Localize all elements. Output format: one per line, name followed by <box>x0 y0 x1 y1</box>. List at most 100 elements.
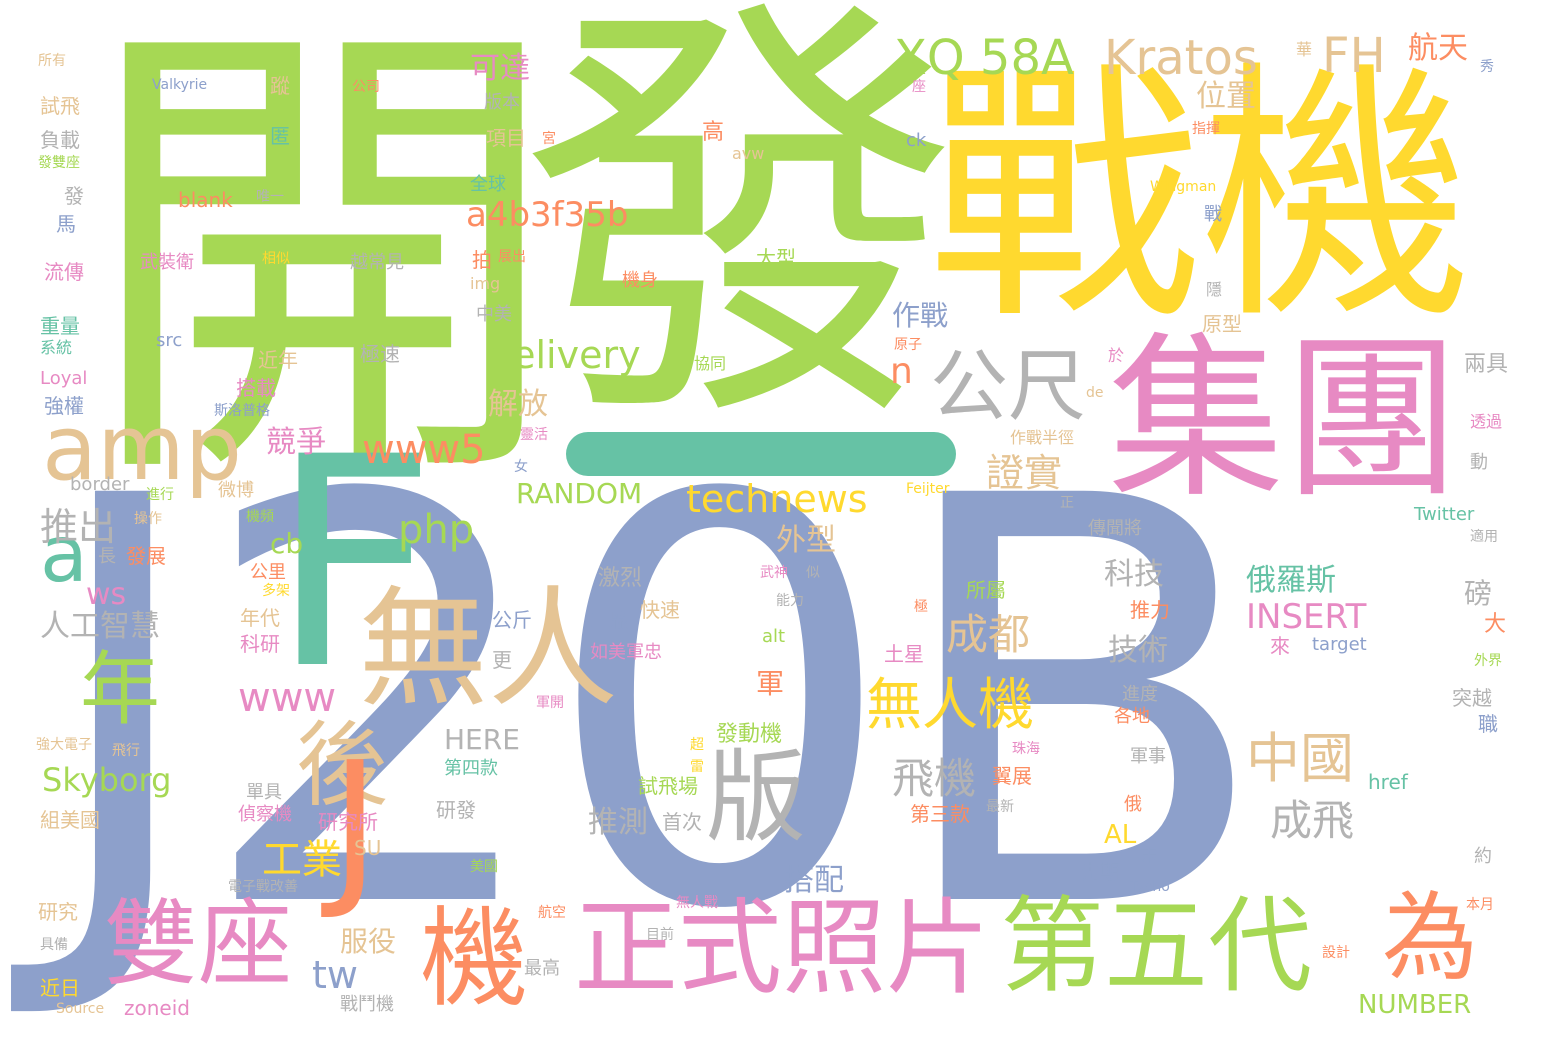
word-wai: 外界 <box>1474 653 1502 669</box>
word-feijter: Feijter <box>906 481 950 497</box>
word-gongjin: 公斤 <box>492 608 532 632</box>
word-yuechangjian: 越常見 <box>350 252 404 273</box>
word-yanjiu: 研究 <box>38 900 78 924</box>
word-da: 大 <box>1484 612 1507 637</box>
word-a4b3f35b: a4b3f35b <box>466 195 629 235</box>
word-number: NUMBER <box>1358 990 1472 1020</box>
word-tuice: 推測 <box>588 805 648 840</box>
word-img: img <box>470 274 501 293</box>
word-dizhan: 發展 <box>126 544 166 568</box>
word-weizhi: 位置 <box>1196 79 1256 114</box>
word-quanqiu: 全球 <box>470 174 506 195</box>
word-fuyi: 服役 <box>340 925 397 958</box>
word-jilie: 激烈 <box>598 566 643 591</box>
word-border: border <box>70 474 130 495</box>
word-jinxing: 進行 <box>146 487 174 503</box>
word-dianzhan: 電子戰改善 <box>228 879 298 895</box>
word-amp: amp <box>42 396 242 501</box>
word-zhihui: 指揮 <box>1192 121 1220 137</box>
word-lingling: 靈活 <box>520 427 548 443</box>
word-nv: 女 <box>514 459 528 475</box>
word-f: F <box>270 396 437 733</box>
word-su: SU <box>354 836 382 860</box>
word-nian: 年 <box>80 643 160 736</box>
word-xq58a: XQ 58A <box>894 30 1074 86</box>
word-chang: 長 <box>98 546 116 567</box>
word-duoshu: 多架 <box>262 583 290 599</box>
word-zhenchaji: 偵察機 <box>238 804 292 825</box>
word-gao: 高 <box>702 120 725 145</box>
word-qiangquan: 強權 <box>44 394 84 418</box>
word-shifeichang: 試飛場 <box>638 774 698 798</box>
word-fa2: 發 <box>64 184 84 208</box>
word-yanjiusuo: 研究所 <box>318 810 378 834</box>
word-gedi: 各地 <box>1114 706 1150 727</box>
word-kratos: Kratos <box>1104 30 1258 86</box>
word-ji2: 極 <box>914 599 928 615</box>
word-suoyou: 所有 <box>38 53 66 69</box>
word-chuanwen: 傳聞將 <box>1088 518 1142 539</box>
word-loyal: Loyal <box>40 368 88 389</box>
word-feiji: 飛機 <box>892 754 977 803</box>
word-zhengshi2: 證實 <box>986 451 1063 495</box>
word-yizhan: 翼展 <box>992 764 1032 788</box>
word-junkai: 軍開 <box>536 695 564 711</box>
word-pao: 磅 <box>1464 577 1493 610</box>
word-www5: www5 <box>362 427 486 473</box>
word-liuchuan: 流傳 <box>44 260 84 284</box>
word-touguo: 透過 <box>1470 412 1503 431</box>
word-keyan: 科研 <box>240 632 280 656</box>
word-zuixin: 最新 <box>986 799 1014 815</box>
word-target: target <box>1312 634 1367 655</box>
word-jisu: 極速 <box>360 342 400 366</box>
word-xiu: 秀 <box>1480 59 1494 75</box>
word-zuo: 座 <box>912 79 926 95</box>
word-source: Source <box>56 1001 105 1017</box>
word-wingman: Wingman <box>1150 179 1217 195</box>
word-yanfa: 研發 <box>436 798 476 822</box>
word-valkyrie: Valkyrie <box>152 77 208 93</box>
word-gongchang: 工廠 <box>590 608 630 632</box>
word-jinri: 近日 <box>40 976 80 1000</box>
word-shouci: 首次 <box>662 810 702 834</box>
word-de: de <box>1086 385 1104 401</box>
word-disikuan: 第四款 <box>444 758 498 779</box>
word-gongsi: 公司 <box>352 79 380 95</box>
word-technews: technews <box>686 477 868 521</box>
word-geng: 更 <box>492 648 512 672</box>
word-tw: tw <box>312 953 358 997</box>
word-skyborg: Skyborg <box>42 761 172 799</box>
word-hangtian: 航天 <box>1408 31 1468 66</box>
word-zong: 蹤 <box>270 74 290 98</box>
word-suoshu: 所屬 <box>966 578 1006 602</box>
word-jingzheng: 競爭 <box>266 425 326 460</box>
word-a: a <box>40 510 88 600</box>
word-jubei: 具備 <box>40 937 68 953</box>
word-sijieluo: 斯洛普格 <box>214 403 270 419</box>
word-tupo: 突越 <box>1452 686 1492 710</box>
word-wuji: 武神 <box>760 565 788 581</box>
word-yue: 約 <box>1474 846 1492 867</box>
word-tycho: Tycho <box>1130 879 1170 895</box>
word-jun: 軍 <box>756 667 785 700</box>
word-here: HERE <box>444 723 520 756</box>
word-zuigao: 最高 <box>524 958 560 979</box>
word-ck: ck <box>906 130 927 151</box>
word-meiguo: 美國 <box>470 859 498 875</box>
word-dong: 動 <box>1470 452 1488 473</box>
word-shi2: 職 <box>1478 712 1498 736</box>
word-yin: 隱 <box>1206 280 1223 299</box>
word-benyue: 本月 <box>1466 897 1494 913</box>
word-fh: FH <box>1322 28 1386 84</box>
word-nengli: 能力 <box>776 593 804 609</box>
word-php: php <box>398 507 475 553</box>
word-junshi: 軍事 <box>1130 746 1166 767</box>
word-dongchu: 展出 <box>498 249 526 265</box>
word-zhongliang: 重量 <box>40 314 80 338</box>
word-wuzhuang: 武裝衛 <box>140 252 194 273</box>
word-keji: 科技 <box>1104 557 1164 592</box>
word-zhandouji: 戰鬥機 <box>340 994 394 1015</box>
word-diwudai: 第五代 <box>1000 885 1313 1007</box>
word-zhemei: 組美國 <box>40 808 100 832</box>
word-kuaisu: 快速 <box>640 598 680 622</box>
